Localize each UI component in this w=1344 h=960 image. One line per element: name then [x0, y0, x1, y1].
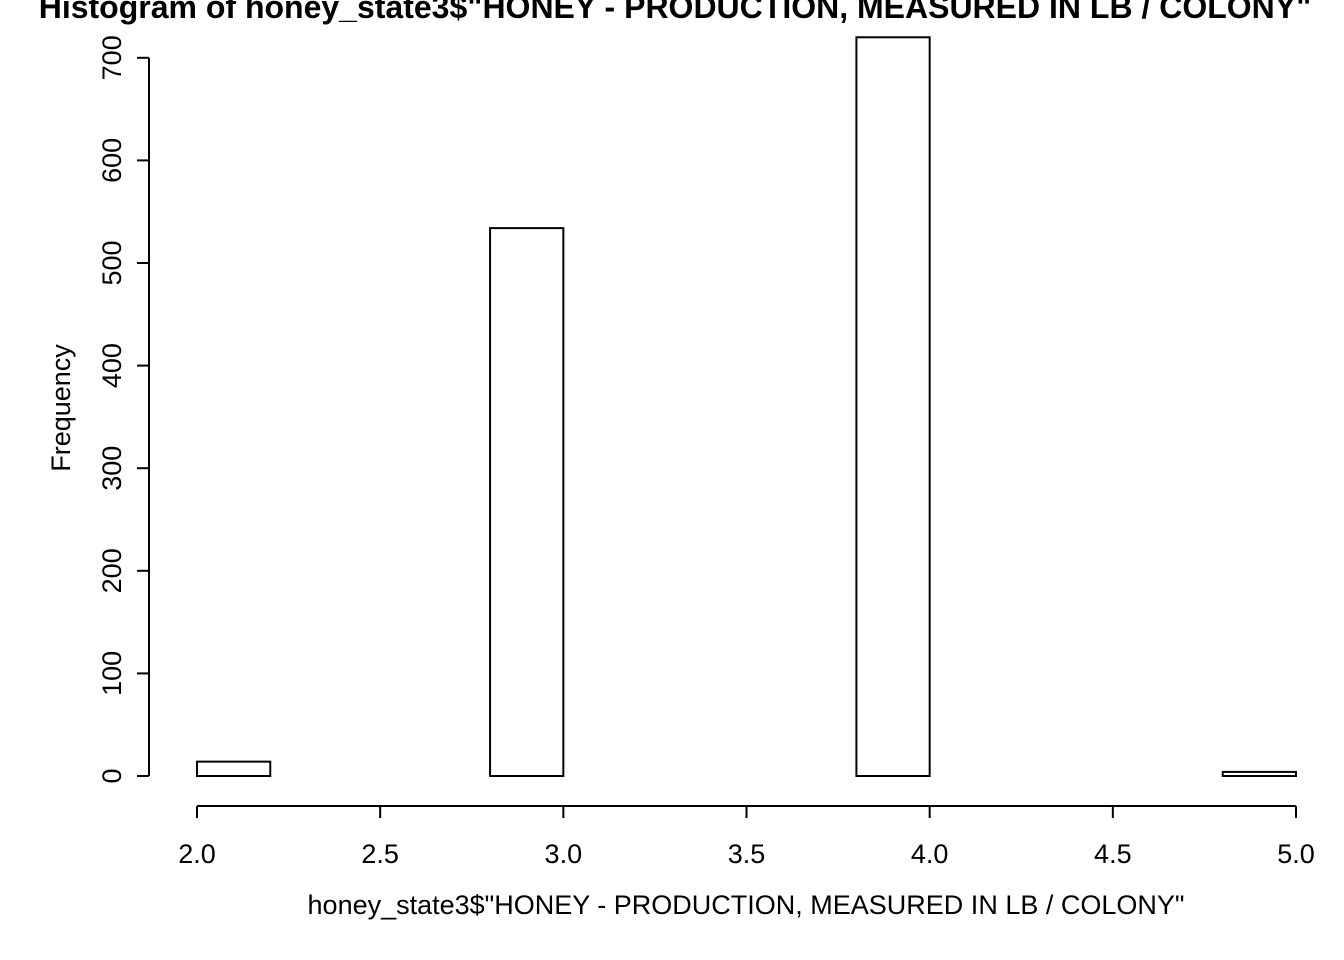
chart-title: Histogram of honey_state3$"HONEY - PRODU… [39, 0, 1312, 25]
histogram-bar [489, 227, 565, 777]
x-tick-label: 5.0 [1277, 839, 1315, 869]
x-tick-label: 4.5 [1094, 839, 1132, 869]
y-tick-label: 700 [97, 35, 127, 80]
x-axis-label: honey_state3$"HONEY - PRODUCTION, MEASUR… [308, 890, 1185, 920]
bars-group [196, 36, 1297, 777]
y-tick-label: 300 [97, 446, 127, 491]
y-tick-label: 600 [97, 138, 127, 183]
x-tick-label: 3.0 [545, 839, 583, 869]
histogram-bar [1221, 770, 1297, 777]
histogram-bar [855, 36, 931, 777]
y-axis-label: Frequency [46, 344, 76, 472]
y-tick-label: 100 [97, 651, 127, 696]
histogram-bar [196, 760, 272, 777]
y-tick-label: 500 [97, 240, 127, 285]
x-tick-label: 2.5 [361, 839, 399, 869]
x-tick-label: 3.5 [728, 839, 766, 869]
x-axis: 2.0 2.5 3.0 3.5 4.0 4.5 5.0 [178, 805, 1315, 869]
y-tick-label: 400 [97, 343, 127, 388]
x-tick-label: 2.0 [178, 839, 216, 869]
y-tick-label: 0 [97, 768, 127, 783]
x-tick-label: 4.0 [911, 839, 949, 869]
y-axis: 0 100 200 300 400 500 600 700 [97, 35, 150, 784]
y-tick-label: 200 [97, 548, 127, 593]
